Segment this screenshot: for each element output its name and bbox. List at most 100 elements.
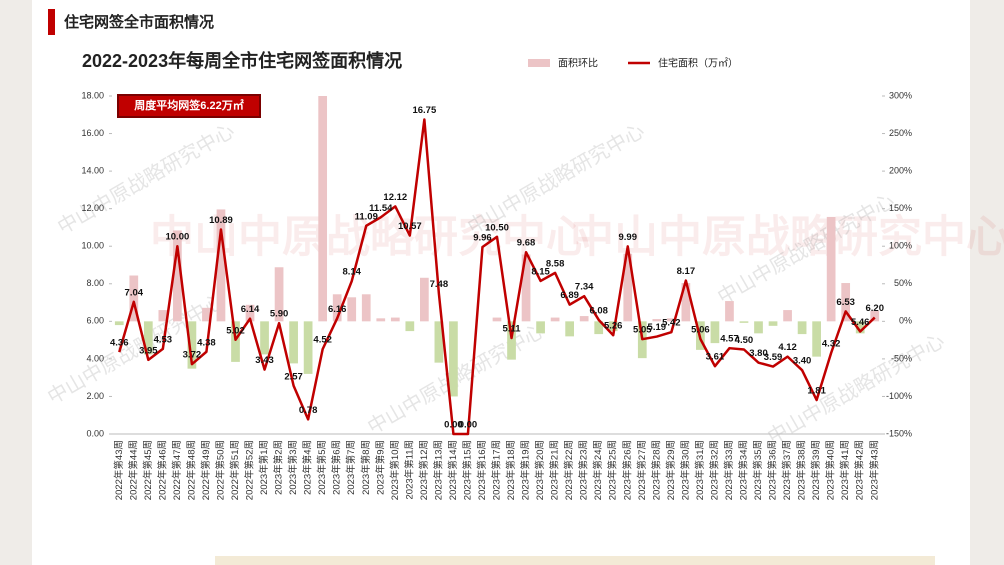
bar bbox=[245, 304, 255, 322]
data-label: 5.26 bbox=[604, 321, 623, 332]
data-label: 0.00 bbox=[444, 420, 463, 431]
bar bbox=[318, 96, 328, 322]
x-tick-label: 2023年第6周 bbox=[331, 440, 343, 495]
bar bbox=[594, 321, 604, 335]
x-tick-label: 2023年第24周 bbox=[592, 440, 604, 500]
data-label: 0.78 bbox=[299, 405, 318, 416]
x-tick-label: 2023年第43周 bbox=[868, 440, 880, 500]
x-tick-label: 2022年第52周 bbox=[244, 440, 256, 500]
bar bbox=[405, 321, 415, 332]
bar bbox=[143, 321, 153, 355]
x-tick-label: 2023年第29周 bbox=[665, 440, 677, 500]
data-label: 7.48 bbox=[430, 279, 449, 290]
x-tick-label: 2023年第1周 bbox=[258, 440, 270, 495]
y-tick-label: 4.00 bbox=[86, 353, 104, 363]
x-tick-label: 2023年第23周 bbox=[578, 440, 590, 500]
data-label: 10.89 bbox=[209, 215, 233, 226]
x-tick-label: 2023年第2周 bbox=[273, 440, 285, 495]
bar bbox=[376, 318, 386, 322]
y2-tick-label: 50% bbox=[894, 278, 912, 288]
data-label: 8.17 bbox=[677, 266, 696, 277]
y-tick-label: 10.00 bbox=[81, 241, 104, 251]
y2-tick-label: 300% bbox=[889, 90, 912, 100]
legend-label: 面积环比 bbox=[558, 58, 598, 70]
x-tick-label: 2023年第3周 bbox=[287, 440, 299, 495]
data-label: 5.02 bbox=[226, 325, 245, 336]
bar bbox=[608, 321, 618, 332]
bar bbox=[260, 321, 269, 355]
y-tick-label: 2.00 bbox=[86, 391, 104, 401]
x-tick-label: 2023年第26周 bbox=[621, 440, 633, 500]
line bbox=[118, 118, 876, 436]
annotation: 周度平均网签6.22万㎡ bbox=[134, 98, 243, 112]
bar bbox=[289, 321, 298, 364]
legend-swatch bbox=[528, 59, 550, 67]
bar bbox=[826, 216, 836, 322]
x-tick-label: 2023年第37周 bbox=[781, 440, 793, 500]
bar bbox=[187, 321, 197, 369]
x-tick-label: 2023年第10周 bbox=[389, 440, 401, 500]
chart-title: 2022-2023年每周全市住宅网签面积情况 bbox=[82, 50, 402, 71]
data-label: 6.08 bbox=[589, 305, 608, 316]
y-tick-label: 8.00 bbox=[86, 278, 104, 288]
bar bbox=[841, 283, 851, 322]
data-label: 1.81 bbox=[807, 386, 826, 397]
x-tick-label: 2022年第50周 bbox=[214, 440, 226, 500]
x-tick-label: 2023年第31周 bbox=[694, 440, 706, 500]
x-tick-label: 2022年第49周 bbox=[200, 440, 212, 500]
data-label: 6.16 bbox=[328, 304, 347, 315]
data-label: 16.75 bbox=[412, 105, 436, 116]
data-label: 4.57 bbox=[720, 334, 739, 345]
data-label: 3.40 bbox=[793, 356, 812, 367]
data-label: 4.53 bbox=[154, 334, 173, 345]
bar bbox=[390, 317, 400, 322]
x-tick-label: 2023年第35周 bbox=[752, 440, 764, 500]
x-tick-label: 2023年第42周 bbox=[854, 440, 866, 500]
data-label: 3.43 bbox=[255, 355, 274, 366]
data-label: 8.14 bbox=[342, 267, 361, 278]
bar bbox=[812, 321, 821, 357]
x-tick-label: 2023年第19周 bbox=[520, 440, 532, 500]
plot-area bbox=[114, 96, 880, 397]
data-label: 3.95 bbox=[139, 345, 158, 356]
x-tick-label: 2022年第51周 bbox=[229, 440, 241, 500]
bar bbox=[129, 275, 139, 322]
data-label: 5.11 bbox=[503, 324, 522, 335]
data-label: 9.68 bbox=[517, 238, 536, 249]
x-tick-label: 2023年第22周 bbox=[563, 440, 575, 500]
bar bbox=[361, 294, 371, 322]
x-tick-label: 2022年第44周 bbox=[127, 440, 139, 500]
x-tick-label: 2023年第7周 bbox=[345, 440, 357, 495]
data-label: 3.72 bbox=[183, 350, 202, 361]
x-tick-label: 2022年第46周 bbox=[156, 440, 168, 500]
x-tick-label: 2022年第48周 bbox=[185, 440, 197, 500]
bar bbox=[202, 307, 211, 322]
x-tick-label: 2023年第15周 bbox=[461, 440, 473, 500]
x-tick-label: 2023年第9周 bbox=[374, 440, 386, 495]
x-tick-label: 2023年第16周 bbox=[476, 440, 488, 500]
x-tick-label: 2023年第18周 bbox=[505, 440, 517, 500]
y2-tick-label: 100% bbox=[889, 241, 912, 251]
data-label: 10.57 bbox=[398, 221, 422, 232]
y-tick-label: 14.00 bbox=[81, 165, 104, 175]
bar bbox=[303, 321, 313, 374]
bar bbox=[347, 297, 357, 322]
data-label: 8.58 bbox=[546, 258, 565, 269]
bar bbox=[739, 321, 749, 323]
data-label: 3.59 bbox=[764, 352, 783, 363]
x-tick-label: 2023年第13周 bbox=[432, 440, 444, 500]
bar bbox=[449, 321, 458, 397]
data-label: 5.19 bbox=[648, 322, 667, 333]
x-tick-label: 2023年第27周 bbox=[636, 440, 648, 500]
x-tick-label: 2023年第28周 bbox=[650, 440, 662, 500]
y-tick-label: 0.00 bbox=[86, 428, 104, 438]
data-label: 5.05 bbox=[633, 325, 652, 336]
data-label: 9.96 bbox=[473, 232, 492, 243]
x-tick-label: 2023年第17周 bbox=[491, 440, 503, 500]
footer-strip bbox=[215, 556, 935, 565]
bar bbox=[434, 321, 444, 363]
data-label: 5.46 bbox=[851, 317, 870, 328]
bar bbox=[507, 321, 516, 360]
data-label: 2.57 bbox=[284, 371, 303, 382]
bar bbox=[492, 317, 502, 322]
